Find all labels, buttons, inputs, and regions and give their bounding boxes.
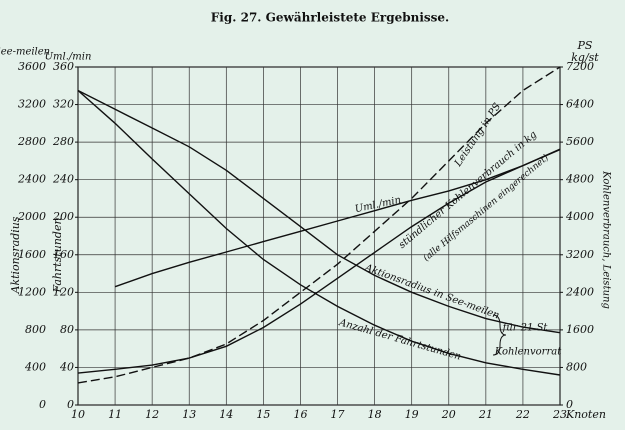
y3-tick-label: 40 (59, 360, 74, 373)
y3-tick-label: 0 (67, 398, 74, 411)
x-tick-label: 17 (331, 408, 345, 421)
y2-tick-label: 5600 (566, 135, 594, 148)
annotation: Kohlenvorrat (494, 347, 562, 358)
x-tick-label: 10 (71, 408, 85, 421)
y-tick-label: 3600 (18, 60, 46, 73)
y3-tick-label: 80 (60, 323, 74, 336)
series-line (77, 66, 561, 384)
y3-tick-label: 320 (53, 98, 74, 111)
y-axis-title: Aktionsradius (9, 216, 22, 294)
x-tick-label: 23 (552, 408, 567, 421)
x-tick-label: 22 (515, 408, 530, 421)
chart-title: Fig. 27. Gewährleistete Ergebnisse. (211, 11, 449, 25)
series-line (77, 148, 561, 374)
y-tick-label: 2000 (17, 210, 46, 223)
y2-tick-label: 0 (566, 398, 573, 411)
y3-tick-label: 240 (52, 173, 74, 186)
y-tick-label: 1600 (18, 248, 46, 261)
x-tick-label: 21 (478, 408, 493, 421)
y3-tick-label: 200 (52, 210, 74, 223)
x-tick-label: 12 (145, 408, 159, 421)
y2-tick-label: 1600 (566, 323, 594, 336)
x-tick-label: 19 (405, 408, 419, 421)
x-tick-label: 13 (182, 408, 196, 421)
y2-unit: kg/st (571, 51, 599, 64)
y3-tick-label: 120 (53, 285, 74, 298)
brace (492, 314, 507, 356)
x-tick-label: 14 (219, 408, 233, 421)
series-line (77, 89, 561, 334)
y3-tick-label: 360 (53, 60, 74, 73)
y2-tick-label: 800 (566, 360, 587, 373)
x-tick-label: 11 (108, 408, 122, 421)
y-tick-label: 400 (24, 360, 46, 373)
x-tick-label: 18 (368, 408, 382, 421)
y-tick-label: 3200 (18, 98, 46, 111)
y2-tick-label: 3200 (566, 248, 594, 261)
y3-unit: Uml./min (45, 52, 92, 63)
y2-tick-label: 4800 (565, 173, 594, 186)
x-tick-label: 20 (441, 408, 456, 421)
y2-tick-label: 7200 (566, 60, 594, 73)
x-tick-label: 16 (293, 408, 307, 421)
series-line (114, 148, 561, 288)
series-line (77, 89, 561, 376)
y-tick-label: 0 (39, 398, 46, 411)
x-axis-title: Knoten (565, 408, 606, 421)
y3-tick-label: 280 (52, 135, 74, 148)
y2-axis-title: Kohlenverbrauch, Leistung (601, 170, 612, 309)
y-unit: See-meilen (0, 47, 50, 58)
y2-tick-label: 6400 (566, 98, 594, 111)
y3-tick-label: 160 (53, 248, 74, 261)
y2-tick-label: 2400 (565, 285, 594, 298)
y-tick-label: 2400 (17, 173, 46, 186)
y3-axis-title: Fahrtstunden (51, 217, 64, 293)
y-tick-label: 1200 (18, 285, 46, 298)
y2-unit: PS (577, 39, 593, 52)
y-tick-label: 800 (25, 323, 46, 336)
x-tick-label: 15 (256, 408, 270, 421)
y-tick-label: 2800 (17, 135, 46, 148)
annotation: für 21 St (502, 323, 549, 334)
y2-tick-label: 4000 (565, 210, 594, 223)
